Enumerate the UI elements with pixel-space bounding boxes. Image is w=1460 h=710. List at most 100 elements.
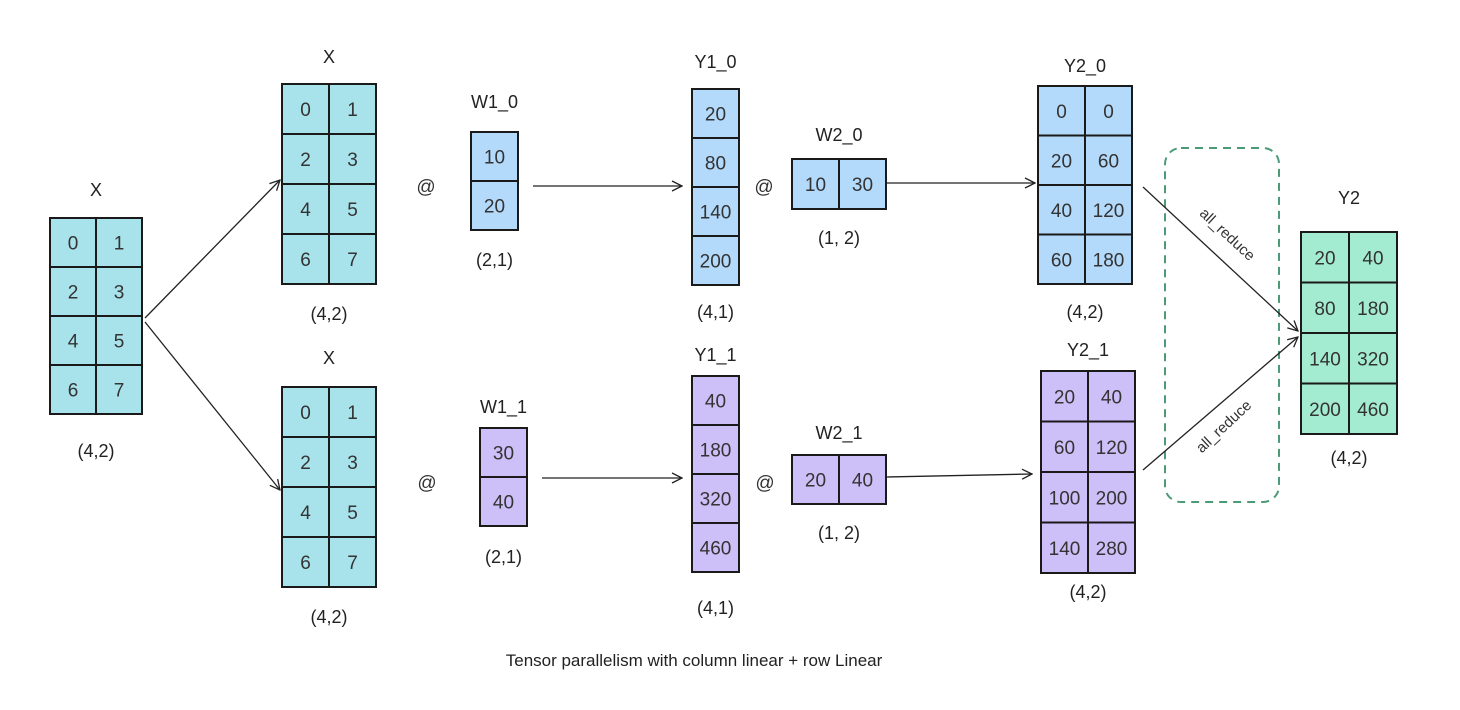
matrix-cell-value: 20 (805, 471, 826, 492)
matrix-cell-value: 100 (1049, 488, 1081, 509)
matrix-cell-value: 4 (68, 332, 79, 353)
matrix-shape-label: (1, 2) (818, 228, 860, 248)
matrix-cell-value: 460 (1357, 400, 1389, 421)
matrix-w1-0: W1_0 10 20 (2,1) (470, 92, 519, 270)
matrix-cell-value: 0 (68, 234, 79, 255)
matrix-cell (1348, 281, 1398, 334)
matrix-title: X (323, 348, 335, 368)
matrix-cell-value: 30 (852, 175, 873, 196)
matrix-title: Y2_0 (1064, 56, 1106, 77)
matrix-cell (1300, 382, 1350, 435)
matrix-cell (1037, 134, 1086, 186)
matrix-shape-label: (2,1) (485, 547, 522, 567)
matrix-cell (838, 158, 887, 210)
matrix-cell (1348, 332, 1398, 385)
matrix-cell-value: 4 (300, 200, 311, 221)
matrix-x-top: X 0 1 2 3 4 5 6 7 (4,2) (281, 47, 377, 324)
matrix-shape-label: (2,1) (476, 250, 513, 270)
arrows (144, 180, 1298, 490)
arrow-x-to-top-x (144, 180, 280, 319)
matrix-cell (95, 364, 143, 415)
matrix-w1-1: W1_1 30 40 (2,1) (479, 397, 528, 567)
matrix-y2: Y2 20 40 80 180 140 320 200 460 (4,2) (1300, 188, 1398, 468)
matrix-cell-value: 6 (300, 553, 311, 574)
matrix-cell (691, 375, 740, 426)
matrix-shape-label: (4,2) (310, 607, 347, 627)
matrix-title: Y2 (1338, 188, 1360, 208)
matrix-title: W2_1 (815, 423, 862, 444)
matrix-cell (1084, 233, 1133, 285)
matrix-cell-value: 280 (1096, 539, 1128, 560)
matrix-cell-value: 0 (300, 100, 311, 121)
matrix-cell (470, 131, 519, 182)
matrix-shape-label: (4,1) (697, 598, 734, 618)
matrix-cell-value: 180 (1093, 250, 1125, 271)
matrix-cell-value: 40 (1101, 387, 1122, 408)
diagram-caption: Tensor parallelism with column linear + … (506, 651, 883, 670)
matrix-cell-value: 4 (300, 503, 311, 524)
matrix-y2-1: Y2_1 20 40 60 120 100 200 140 280 (4,2) (1040, 340, 1136, 602)
matrix-shape-label: (4,2) (77, 441, 114, 461)
matrix-cell (328, 386, 377, 438)
matmul-operator-top-1: @ (416, 177, 435, 198)
matrix-cell (1040, 370, 1089, 423)
matrix-cell-value: 40 (1051, 201, 1072, 222)
matrix-cell-value: 320 (1357, 349, 1389, 370)
matrix-w2-0: W2_0 10 30 (1, 2) (791, 125, 887, 248)
matrix-cell-value: 40 (705, 392, 726, 413)
matrix-cell-value: 1 (347, 100, 358, 121)
matrix-cell (691, 424, 740, 475)
matrix-cell (470, 180, 519, 231)
matrix-cell (1300, 231, 1350, 284)
arrow-x-to-bottom-x (144, 321, 280, 490)
matrix-w2-1: W2_1 20 40 (1, 2) (791, 423, 887, 543)
matrix-cell (95, 315, 143, 366)
matrix-cell-value: 20 (705, 105, 726, 126)
matrix-cell (791, 454, 840, 505)
matrix-cell-value: 3 (347, 453, 358, 474)
matrix-cell (479, 427, 528, 478)
matrix-cell (1087, 420, 1136, 473)
matrix-y1-1: Y1_1 40 180 320 460 (4,1) (691, 345, 740, 618)
matrix-cell-value: 20 (1054, 387, 1075, 408)
all-reduce-label-top: all_reduce (1196, 205, 1258, 265)
matrix-x-input: X 0 1 2 3 4 5 6 7 (4,2) (49, 180, 143, 461)
matrix-cell-value: 200 (1096, 488, 1128, 509)
matrix-cell-value: 320 (700, 490, 732, 511)
matmul-operator-bottom-1: @ (417, 473, 436, 494)
matrix-cell (479, 476, 528, 527)
matrix-title: Y1_0 (694, 52, 736, 73)
matmul-operator-top-2: @ (754, 177, 773, 198)
matrix-cell (691, 522, 740, 573)
matrix-cell-value: 20 (1314, 248, 1335, 269)
matrix-cell-value: 5 (114, 332, 125, 353)
matrix-cell (1348, 382, 1398, 435)
matrix-cell (49, 217, 97, 268)
matrix-cell (691, 235, 740, 286)
matrix-cell (1087, 471, 1136, 524)
matrix-cell-value: 2 (68, 283, 79, 304)
matrix-cell-value: 140 (1049, 539, 1081, 560)
matrix-cell-value: 80 (1314, 299, 1335, 320)
matrix-cell (1348, 231, 1398, 284)
matrix-cell (328, 436, 377, 488)
matrix-cell-value: 7 (114, 381, 125, 402)
matrix-cell (328, 536, 377, 588)
matrix-cell (1040, 521, 1089, 574)
matrix-cell (838, 454, 887, 505)
matrix-title: W1_1 (480, 397, 527, 418)
matrix-title: W2_0 (815, 125, 862, 146)
matrix-shape-label: (4,2) (310, 304, 347, 324)
arrow-y2-0-to-y2 (1142, 186, 1298, 331)
matrix-cell-value: 20 (1051, 151, 1072, 172)
matrix-cell-value: 180 (1357, 299, 1389, 320)
matrix-cell-value: 60 (1051, 250, 1072, 271)
matrix-cell (1084, 184, 1133, 236)
matrix-cell (1300, 281, 1350, 334)
matrix-cell (281, 436, 330, 488)
matrix-cell-value: 140 (700, 203, 732, 224)
matrix-cell-value: 5 (347, 503, 358, 524)
matrix-cell-value: 3 (114, 283, 125, 304)
all-reduce-label-bottom: all_reduce (1193, 397, 1255, 457)
